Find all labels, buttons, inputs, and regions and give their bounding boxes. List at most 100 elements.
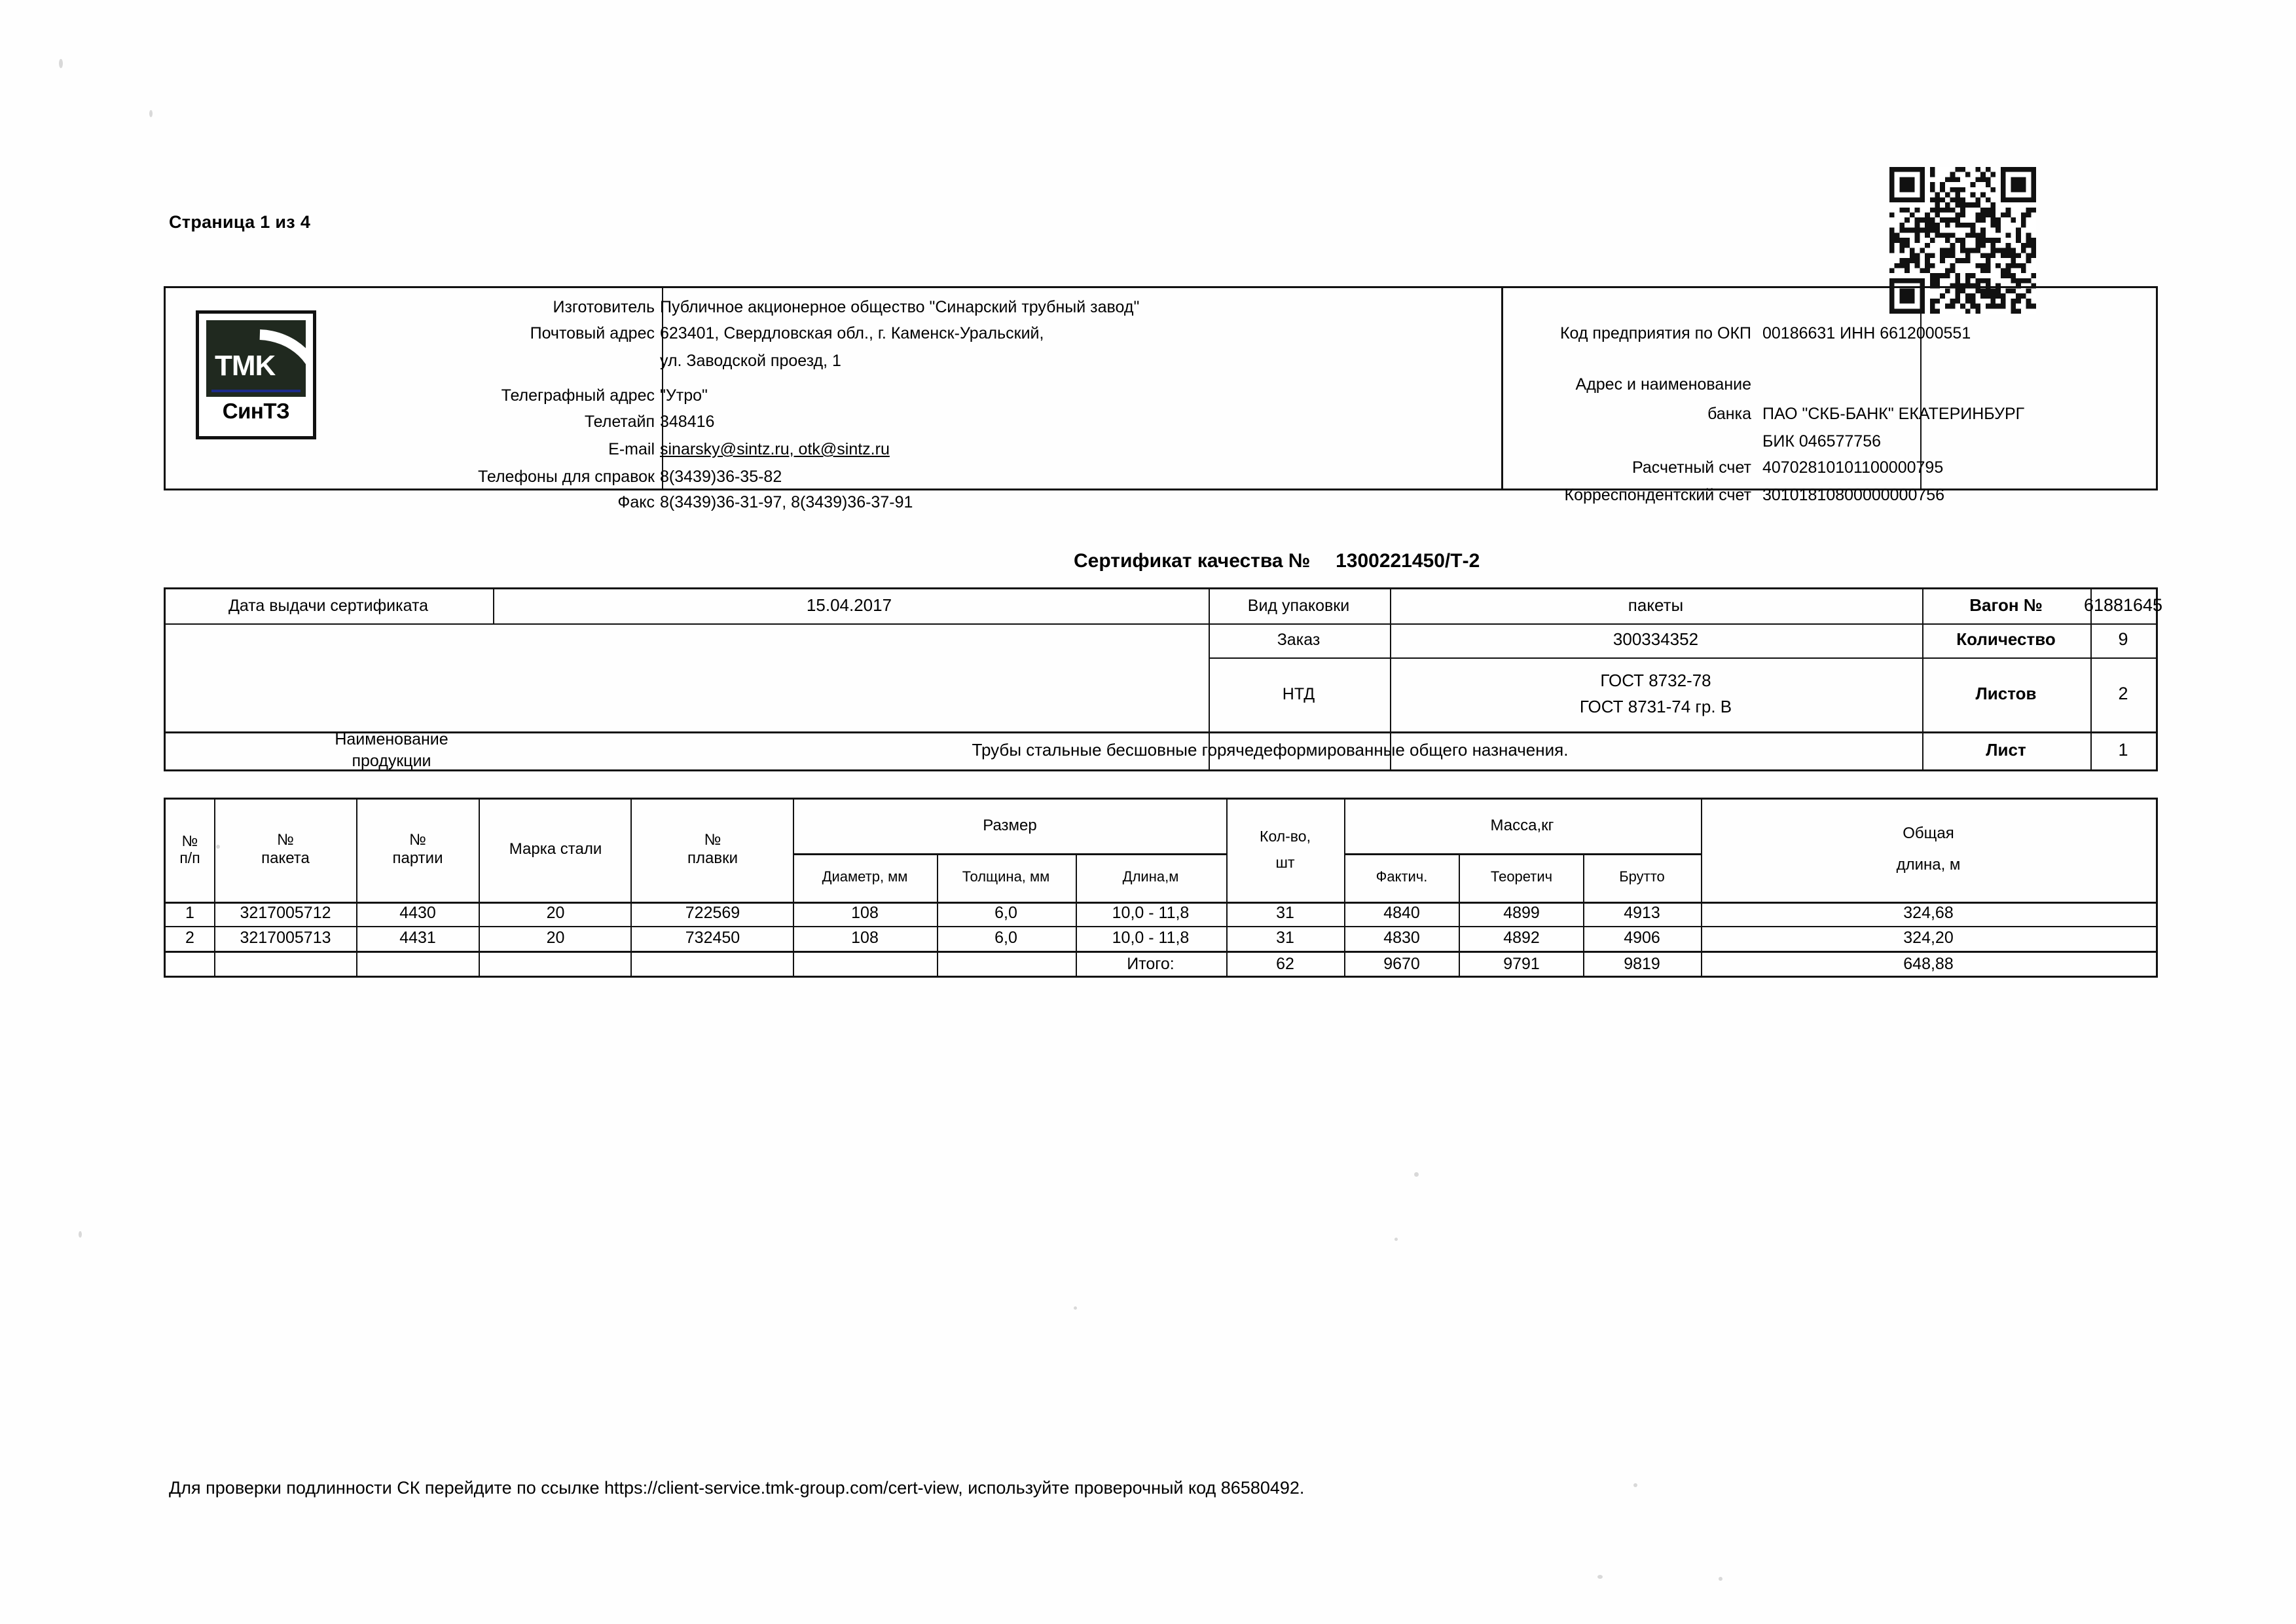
info-ntd-value: ГОСТ 8732-78 ГОСТ 8731-74 гр. В [1390,657,1922,731]
main-vline-10 [1459,853,1460,976]
qr-code [1889,167,2036,314]
main-hline-size-group [793,853,1226,855]
cell-total-length-sum: 648,88 [1903,954,1954,973]
value-bik: БИК 046577756 [1762,432,1882,451]
scan-speck [216,845,220,849]
cell-brutto: 4913 [1624,904,1660,923]
info-date-value: 15.04.2017 [806,595,892,616]
cell-party: 4430 [399,904,436,923]
info-hline-3 [166,731,2156,733]
cell-heat: 732450 [685,929,740,948]
main-vline-1 [214,800,215,976]
info-product-label: Наименование продукции [166,730,617,770]
info-wagon-label: Вагон № [1969,595,2043,616]
main-vline-6 [937,853,938,976]
value-okp-code: 00186631 ИНН 6612000551 [1762,324,1971,342]
th-party: № партии [357,799,479,900]
cell-length: 10,0 - 11,8 [1112,904,1190,923]
cell-total-brutto: 9819 [1624,954,1660,973]
value-manufacturer: Публичное акционерное общество "Синарски… [660,298,1140,316]
th-diameter: Диаметр, мм [822,868,908,885]
value-phones: 8(3439)36-35-82 [660,468,782,486]
value-settlement-account: 40702810101100000795 [1762,458,1944,477]
scan-speck [59,59,63,68]
scan-speck [79,1231,82,1238]
main-hline-row1 [166,926,2156,927]
info-ntd-line-2: ГОСТ 8731-74 гр. В [1579,697,1732,716]
cell-packet: 3217005713 [240,929,331,948]
page-number-label: Страница 1 из 4 [169,212,311,232]
tmk-sintz-logo: TMK СинТЗ [196,310,316,439]
cell-steel: 20 [546,904,565,923]
header-label-divider [662,288,663,489]
value-street: ул. Заводской проезд, 1 [660,352,841,370]
th-party-1: № [409,831,426,849]
cell-total-label: Итого: [1127,954,1175,973]
th-count: Кол-во, шт [1227,799,1343,900]
label-bank: банка [1707,405,1751,423]
info-wagon-value: 61881645 [2083,595,2163,616]
main-hline-mass-group [1344,853,1701,855]
th-packet: № пакета [215,799,356,900]
certificate-title: Сертификат качества № 1300221450/Т-2 [1074,550,1480,572]
certificate-number: 1300221450/Т-2 [1336,550,1480,572]
cell-no: 1 [185,904,194,923]
info-order-value: 300334352 [1613,629,1699,650]
logo-blue-bar [211,390,301,392]
info-vline-1 [493,589,494,623]
th-total-length: Общая длина, м [1701,799,2156,900]
info-vline-4 [1922,589,1923,771]
info-sheets-value: 2 [2118,684,2128,704]
value-bank: ПАО "СКБ-БАНК" ЕКАТЕРИНБУРГ [1762,405,2025,423]
label-fax: Факс [617,493,655,511]
company-header-box [164,286,2158,490]
th-no-pp-2: п/п [179,849,200,866]
label-settlement-account: Расчетный счет [1632,458,1751,477]
cell-fact: 4830 [1383,929,1420,948]
value-fax: 8(3439)36-31-97, 8(3439)36-37-91 [660,493,913,511]
info-qty-value: 9 [2118,629,2128,650]
cell-count: 31 [1276,904,1294,923]
info-order-label: Заказ [1277,630,1321,649]
th-thickness: Толщина, мм [962,868,1050,885]
info-vline-3 [1390,589,1391,771]
cell-diameter: 108 [851,929,879,948]
main-vline-11 [1583,853,1584,976]
cell-total-count: 62 [1276,954,1294,973]
main-vline-7 [1076,853,1077,976]
cell-fact: 4840 [1383,904,1420,923]
info-package-label: Вид упаковки [1247,596,1350,615]
cell-brutto: 4906 [1624,929,1660,948]
scan-speck [149,110,153,117]
th-no-pp: № п/п [166,799,214,900]
cell-thickness: 6,0 [994,904,1017,923]
th-party-2: партии [392,849,443,867]
info-ntd-label: НТД [1282,684,1315,703]
scan-speck [1597,1575,1603,1579]
product-table [164,798,2158,978]
th-heat: № плавки [632,799,793,900]
info-hline-2 [1209,657,2156,659]
info-product-value: Трубы стальные бесшовные горячедеформиро… [972,740,1569,760]
info-vline-5 [2090,589,2092,771]
th-length: Длина,м [1122,868,1179,885]
th-mass-fact: Фактич. [1376,868,1428,885]
th-packet-1: № [277,831,294,849]
cell-total-theor: 9791 [1503,954,1540,973]
header-right-divider [1920,288,1922,489]
value-telegraph: "Утро" [660,386,708,405]
scan-speck [1719,1577,1722,1581]
cell-diameter: 108 [851,904,879,923]
label-manufacturer: Изготовитель [553,298,655,316]
th-no-pp-1: № [181,832,198,849]
main-hline-head-body [166,902,2156,904]
th-heat-1: № [704,831,721,849]
cell-total-fact: 9670 [1383,954,1420,973]
th-count-2: шт [1275,854,1295,871]
label-telegraph: Телеграфный адрес [501,386,655,405]
th-mass-brutto: Брутто [1619,868,1665,885]
info-product-label-2: продукции [352,752,431,770]
label-teletype: Телетайп [584,413,655,431]
main-hline-row2 [166,951,2156,953]
cell-no: 2 [185,929,194,948]
